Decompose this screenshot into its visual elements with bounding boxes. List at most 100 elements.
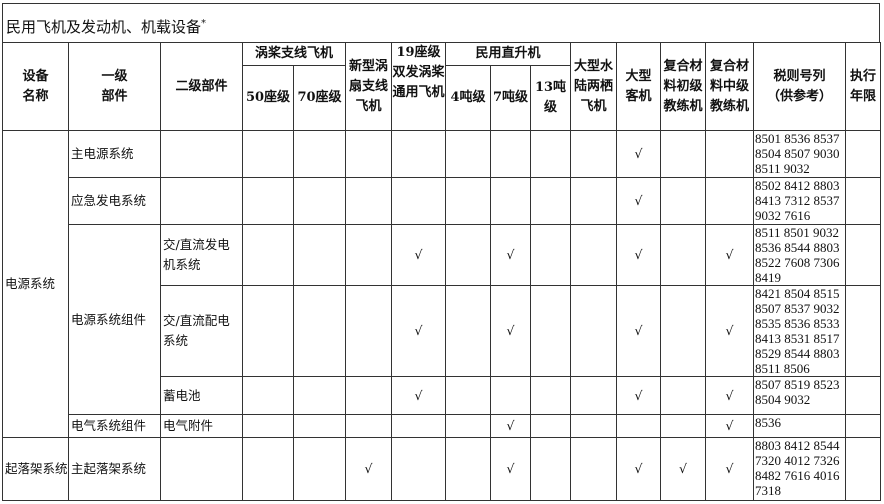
empty-cell [616, 414, 662, 438]
empty-cell [292, 177, 347, 225]
check-mark-cell: √ [490, 285, 532, 377]
table-body: 电源系统 主电源系统 √ 8501 8536 8537 8504 8507 9030 … [2, 130, 882, 501]
header-equipment: 设备名称 [2, 42, 69, 131]
empty-cell [445, 130, 492, 178]
header-ton4: 4吨级 [445, 65, 492, 131]
period-cell [845, 224, 882, 286]
header-composite-intermediate: 复合材料中级教练机 [705, 42, 755, 131]
empty-cell [705, 130, 755, 178]
table-row: 电源系统组件 交/直流发电机系统 √ √ √ √ 8511 8501 9032 8536 8… [3, 224, 882, 415]
table-title: 民用飞机及发动机、机载设备* [2, 3, 880, 42]
level1-part-cell: 主电源系统 [68, 130, 161, 178]
empty-cell [530, 437, 572, 501]
level2-part-cell [160, 177, 243, 225]
period-cell [845, 130, 882, 178]
check-mark-cell: √ [616, 224, 662, 286]
period-cell [845, 177, 882, 225]
table-row: 蓄电池 √ √ √ 8507 8519 8523 8504 9032 [3, 376, 882, 415]
empty-cell [445, 177, 492, 225]
empty-cell [391, 177, 447, 225]
check-mark-cell: √ [616, 130, 662, 178]
empty-cell [445, 285, 492, 377]
tariff-codes-cell: 8507 8519 8523 8504 9032 [753, 376, 847, 415]
empty-cell [530, 285, 572, 377]
empty-cell [292, 437, 347, 501]
check-mark-cell: √ [705, 437, 755, 501]
header-seat50: 50座级 [242, 65, 294, 131]
empty-cell [242, 414, 294, 438]
title-footnote-mark: * [201, 18, 207, 29]
header-period: 执行年限 [845, 42, 882, 131]
empty-cell [530, 224, 572, 286]
table-row: 交/直流配电系统 √ √ √ √ 8421 8504 8515 8507 8537 903… [3, 285, 882, 377]
empty-cell [345, 224, 393, 286]
empty-cell [660, 224, 707, 286]
empty-cell [530, 130, 572, 178]
header-turboprop-group: 涡桨支线飞机 [241, 42, 347, 66]
empty-cell [490, 376, 532, 415]
check-mark-cell: √ [705, 376, 755, 415]
empty-cell [705, 177, 755, 225]
header-airliner: 大型客机 [616, 42, 662, 131]
tariff-codes-cell: 8536 [753, 414, 847, 438]
header-seat19: 19座级双发涡桨通用飞机 [391, 42, 447, 131]
empty-cell [391, 130, 447, 178]
tariff-codes-cell: 8502 8412 8803 8413 7312 8537 9032 7616 [753, 177, 847, 225]
empty-cell [660, 130, 707, 178]
level2-part-cell: 蓄电池 [160, 376, 243, 415]
level1-part-cell: 应急发电系统 [68, 177, 161, 225]
empty-cell [570, 224, 618, 286]
empty-cell [345, 285, 393, 377]
empty-cell [530, 177, 572, 225]
check-mark-cell: √ [616, 376, 662, 415]
document: 民用飞机及发动机、机载设备* 设备名称 一级部件 二级部件 涡桨支线飞机 新型涡… [2, 3, 882, 501]
check-mark-cell: √ [705, 285, 755, 377]
empty-cell [242, 224, 294, 286]
check-mark-cell: √ [345, 437, 393, 501]
check-mark-cell: √ [490, 437, 532, 501]
empty-cell [490, 130, 532, 178]
check-mark-cell: √ [616, 285, 662, 377]
tariff-codes-cell: 8511 8501 9032 8536 8544 8803 8522 7608 … [753, 224, 847, 286]
empty-cell [242, 437, 294, 501]
table-row: 起落架系统 主起落架系统 √ √ √ √ √ 8803 8412 8544 7320 4012… [2, 437, 882, 501]
check-mark-cell: √ [391, 376, 447, 415]
empty-cell [292, 285, 347, 377]
level2-part-cell [160, 130, 243, 178]
empty-cell [292, 414, 347, 438]
empty-cell [490, 177, 532, 225]
header-composite-primary: 复合材料初级教练机 [660, 42, 707, 131]
empty-cell [660, 177, 707, 225]
empty-cell [345, 376, 393, 415]
check-mark-cell: √ [705, 224, 755, 286]
empty-cell [570, 376, 618, 415]
header-level2: 二级部件 [160, 42, 243, 131]
table-row: 应急发电系统 √ 8502 8412 8803 8413 7312 8537 903… [3, 177, 882, 225]
level2-part-cell [160, 437, 243, 501]
tariff-codes-cell: 8803 8412 8544 7320 4012 7326 8482 7616 … [753, 437, 847, 501]
level2-part-cell: 交/直流发电机系统 [160, 224, 243, 286]
level1-part-cell: 电气系统组件 [68, 414, 161, 438]
empty-cell [530, 414, 572, 438]
empty-cell [292, 130, 347, 178]
check-mark-cell: √ [391, 224, 447, 286]
empty-cell [660, 285, 707, 377]
title-text: 民用飞机及发动机、机载设备 [6, 18, 202, 36]
level1-part-cell: 电源系统组件 [68, 224, 161, 415]
check-mark-cell: √ [391, 285, 447, 377]
level2-part-cell: 电气附件 [160, 414, 243, 438]
check-mark-cell: √ [490, 224, 532, 286]
empty-cell [570, 285, 618, 377]
empty-cell [530, 376, 572, 415]
table-row: 电源系统 主电源系统 √ 8501 8536 8537 8504 8507 9030 … [2, 130, 882, 438]
empty-cell [345, 130, 393, 178]
empty-cell [242, 130, 294, 178]
empty-cell [660, 414, 707, 438]
equipment-table: 设备名称 一级部件 二级部件 涡桨支线飞机 新型涡扇支线飞机 19座级双发涡桨通… [2, 42, 882, 501]
header-helicopter-group: 民用直升机 [445, 42, 572, 66]
check-mark-cell: √ [705, 414, 755, 438]
tariff-codes-cell: 8421 8504 8515 8507 8537 9032 8535 8536 … [753, 285, 847, 377]
header-ton7: 7吨级 [490, 65, 532, 131]
empty-cell [445, 414, 492, 438]
empty-cell [345, 414, 393, 438]
